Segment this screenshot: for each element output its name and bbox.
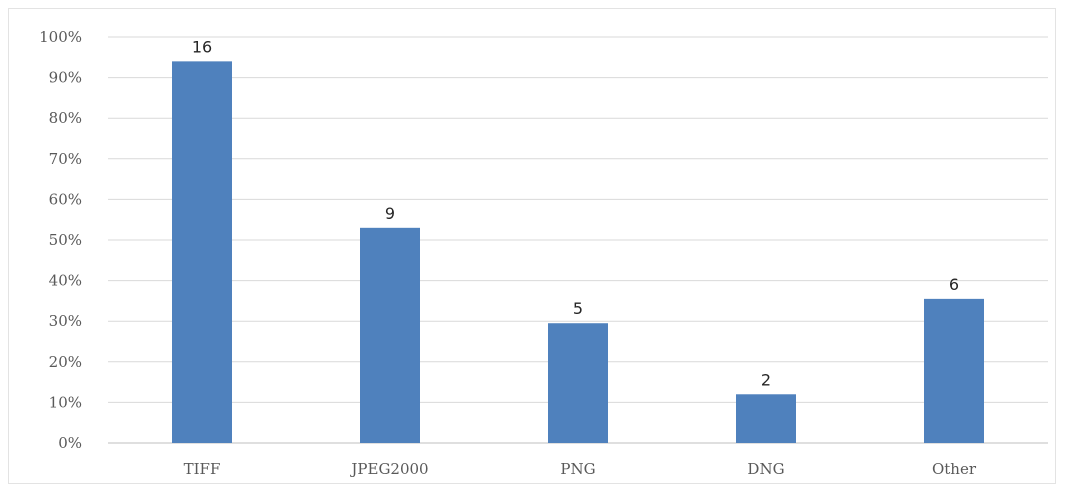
y-tick-label: 20% xyxy=(49,353,82,371)
data-label: 6 xyxy=(949,275,959,294)
bar-other xyxy=(924,298,984,443)
data-labels: 16 9 5 2 6 xyxy=(192,37,959,389)
chart-frame xyxy=(8,8,1056,484)
x-axis: TIFF JPEG2000 PNG DNG Other xyxy=(184,460,977,478)
bars xyxy=(172,61,984,444)
x-tick-label: Other xyxy=(932,460,977,478)
bar-png xyxy=(548,323,608,443)
y-tick-label: 80% xyxy=(49,109,82,127)
y-tick-label: 0% xyxy=(58,434,82,452)
y-tick-label: 50% xyxy=(49,231,82,249)
bar-jpeg2000 xyxy=(360,227,420,443)
y-tick-label: 90% xyxy=(49,69,82,87)
y-axis: 0% 10% 20% 30% 40% 50% 60% 70% 80% 90% 100% xyxy=(39,28,82,452)
x-tick-label: TIFF xyxy=(184,460,221,478)
y-tick-label: 70% xyxy=(49,150,82,168)
y-tick-label: 10% xyxy=(49,393,82,411)
y-tick-label: 40% xyxy=(49,272,82,290)
y-tick-label: 100% xyxy=(39,28,82,46)
x-tick-label: DNG xyxy=(747,460,784,478)
x-tick-label: JPEG2000 xyxy=(349,460,428,478)
y-tick-label: 30% xyxy=(49,312,82,330)
data-label: 5 xyxy=(573,299,583,318)
data-label: 2 xyxy=(761,370,771,389)
data-label: 9 xyxy=(385,204,395,223)
bar-dng xyxy=(736,394,796,443)
x-tick-label: PNG xyxy=(560,460,595,478)
bar-tiff xyxy=(172,61,232,444)
data-label: 16 xyxy=(192,37,212,56)
y-tick-label: 60% xyxy=(49,190,82,208)
